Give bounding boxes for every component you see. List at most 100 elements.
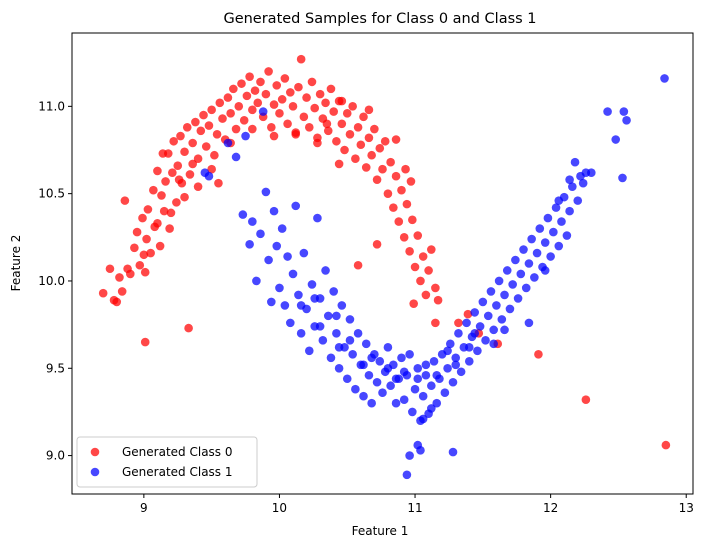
data-point bbox=[340, 145, 349, 155]
data-point bbox=[132, 227, 142, 237]
data-point bbox=[660, 74, 669, 83]
data-point bbox=[307, 280, 317, 289]
data-point bbox=[489, 325, 498, 335]
plot-area bbox=[71, 32, 694, 495]
data-point bbox=[130, 243, 139, 253]
data-point bbox=[427, 404, 436, 413]
data-point bbox=[223, 93, 233, 102]
data-point bbox=[337, 119, 347, 129]
data-point bbox=[372, 175, 382, 184]
data-point bbox=[416, 276, 425, 286]
data-point bbox=[351, 384, 360, 394]
series-1 bbox=[200, 74, 669, 480]
data-point bbox=[551, 203, 561, 212]
data-point bbox=[519, 245, 528, 254]
data-point bbox=[199, 110, 208, 120]
data-point bbox=[272, 241, 282, 251]
data-point bbox=[252, 276, 261, 286]
data-point bbox=[275, 283, 284, 293]
data-point bbox=[256, 77, 265, 87]
data-point bbox=[486, 287, 496, 296]
data-point bbox=[226, 109, 235, 118]
data-point bbox=[618, 173, 627, 183]
data-point bbox=[399, 395, 409, 405]
data-point bbox=[142, 234, 151, 244]
data-point bbox=[304, 346, 314, 356]
data-point bbox=[117, 287, 127, 296]
data-point bbox=[565, 175, 574, 184]
data-point bbox=[483, 311, 493, 321]
data-point bbox=[242, 91, 252, 101]
data-point bbox=[386, 381, 395, 391]
data-point bbox=[421, 290, 431, 300]
data-point bbox=[431, 283, 440, 293]
legend-marker bbox=[90, 467, 100, 477]
data-point bbox=[334, 159, 344, 169]
data-point bbox=[424, 266, 433, 275]
data-point bbox=[229, 84, 238, 94]
data-point bbox=[375, 356, 385, 366]
data-point bbox=[280, 74, 290, 83]
data-point bbox=[481, 336, 490, 345]
data-point bbox=[296, 54, 306, 64]
data-point bbox=[432, 370, 442, 380]
data-point bbox=[353, 122, 363, 132]
data-point bbox=[212, 129, 222, 139]
data-point bbox=[188, 138, 197, 148]
data-point bbox=[410, 384, 420, 394]
data-point bbox=[185, 170, 195, 179]
data-point bbox=[302, 93, 311, 102]
series-0 bbox=[98, 54, 671, 450]
data-point bbox=[315, 89, 325, 99]
data-point bbox=[619, 107, 629, 116]
data-point bbox=[470, 308, 480, 317]
data-point bbox=[239, 116, 249, 125]
data-point bbox=[397, 185, 406, 195]
data-point bbox=[280, 301, 290, 310]
data-point bbox=[296, 329, 306, 338]
x-tick-label: 11 bbox=[407, 501, 422, 515]
data-point bbox=[370, 124, 379, 134]
data-point bbox=[231, 152, 241, 162]
data-point bbox=[207, 164, 216, 174]
data-point bbox=[489, 339, 498, 349]
data-point bbox=[573, 196, 583, 205]
data-point bbox=[380, 136, 390, 146]
data-point bbox=[440, 388, 450, 398]
data-point bbox=[139, 250, 149, 260]
data-point bbox=[524, 259, 534, 268]
data-point bbox=[98, 288, 108, 298]
data-point bbox=[126, 269, 135, 279]
data-point bbox=[445, 339, 455, 349]
data-point bbox=[413, 363, 423, 373]
data-point bbox=[557, 217, 566, 226]
data-point bbox=[348, 102, 357, 111]
data-point bbox=[367, 150, 376, 160]
data-point bbox=[562, 231, 572, 240]
data-point bbox=[238, 210, 248, 219]
data-point bbox=[448, 377, 458, 387]
data-point bbox=[405, 246, 414, 256]
data-point bbox=[416, 446, 425, 455]
data-point bbox=[223, 138, 233, 148]
data-point bbox=[158, 149, 168, 158]
data-point bbox=[315, 322, 325, 331]
data-point bbox=[267, 297, 276, 307]
data-point bbox=[405, 350, 414, 359]
data-point bbox=[304, 122, 314, 132]
data-point bbox=[527, 234, 536, 244]
data-point bbox=[364, 370, 374, 380]
data-point bbox=[165, 224, 174, 233]
data-point bbox=[193, 154, 203, 164]
data-point bbox=[513, 294, 523, 303]
legend-marker bbox=[90, 447, 100, 457]
data-point bbox=[112, 297, 122, 307]
data-point bbox=[332, 311, 341, 321]
data-point bbox=[367, 353, 376, 363]
data-point bbox=[462, 318, 471, 328]
y-tick-label: 10.0 bbox=[38, 274, 65, 288]
data-point bbox=[568, 182, 577, 191]
data-point bbox=[463, 309, 473, 319]
chart-title: Generated Samples for Class 0 and Class … bbox=[223, 11, 536, 27]
data-point bbox=[351, 154, 360, 164]
